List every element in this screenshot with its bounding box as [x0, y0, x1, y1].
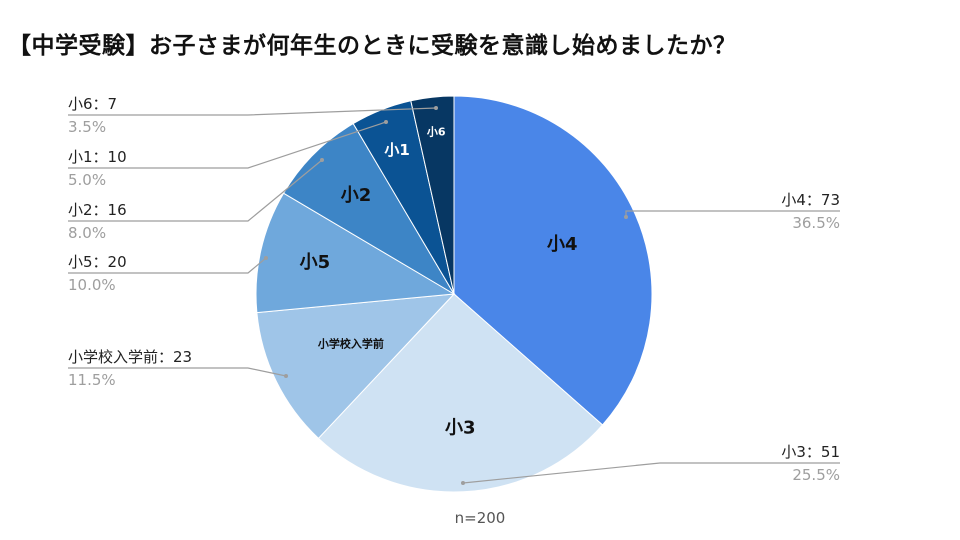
leader-line-6 [68, 107, 437, 116]
leader-dot-4 [320, 158, 324, 162]
chart-title: 【中学受験】お子さまが何年生のときに受験を意識し始めましたか？ [8, 33, 737, 59]
callout-label-0: 小4：73 [781, 191, 840, 209]
callout-percent-4: 8.0% [68, 224, 106, 242]
callout-label-6: 小6：7 [68, 95, 117, 113]
leader-line-2 [68, 367, 287, 377]
callout-percent-0: 36.5% [792, 214, 840, 232]
slice-label-2: 小学校入学前 [317, 337, 384, 351]
leader-dot-6 [434, 106, 438, 110]
callout-label-2: 小学校入学前：23 [68, 348, 192, 366]
leader-dot-2 [284, 374, 288, 378]
callout-percent-6: 3.5% [68, 118, 106, 136]
leader-dot-5 [384, 120, 388, 124]
leader-line-5 [68, 121, 387, 169]
callout-percent-3: 10.0% [68, 276, 116, 294]
leader-dot-0 [624, 215, 628, 219]
leader-line-1 [462, 462, 840, 484]
pie-slice-2 [256, 293, 456, 440]
slice-label-6: 小6 [426, 125, 446, 139]
pie-slice-0 [453, 95, 653, 426]
callout-percent-5: 5.0% [68, 171, 106, 189]
leader-line-3 [68, 257, 267, 274]
slice-label-1: 小3 [445, 418, 476, 439]
callout-label-1: 小3：51 [781, 443, 840, 461]
callout-percent-1: 25.5% [792, 466, 840, 484]
callout-percent-2: 11.5% [68, 371, 116, 389]
sample-size-note: n=200 [454, 509, 506, 527]
pie-slice-3 [255, 192, 456, 314]
slice-label-0: 小4 [547, 234, 578, 255]
leader-dot-1 [461, 481, 465, 485]
callout-label-4: 小2：16 [68, 201, 127, 219]
pie-slice-6 [410, 95, 455, 295]
slice-label-3: 小5 [300, 252, 331, 273]
leader-line-4 [68, 159, 323, 222]
pie-slice-1 [317, 293, 604, 493]
callout-label-3: 小5：20 [68, 253, 127, 271]
callout-label-5: 小1：10 [68, 148, 127, 166]
slice-label-5: 小1 [384, 141, 409, 159]
slice-label-4: 小2 [341, 185, 372, 206]
leader-dot-3 [264, 256, 268, 260]
